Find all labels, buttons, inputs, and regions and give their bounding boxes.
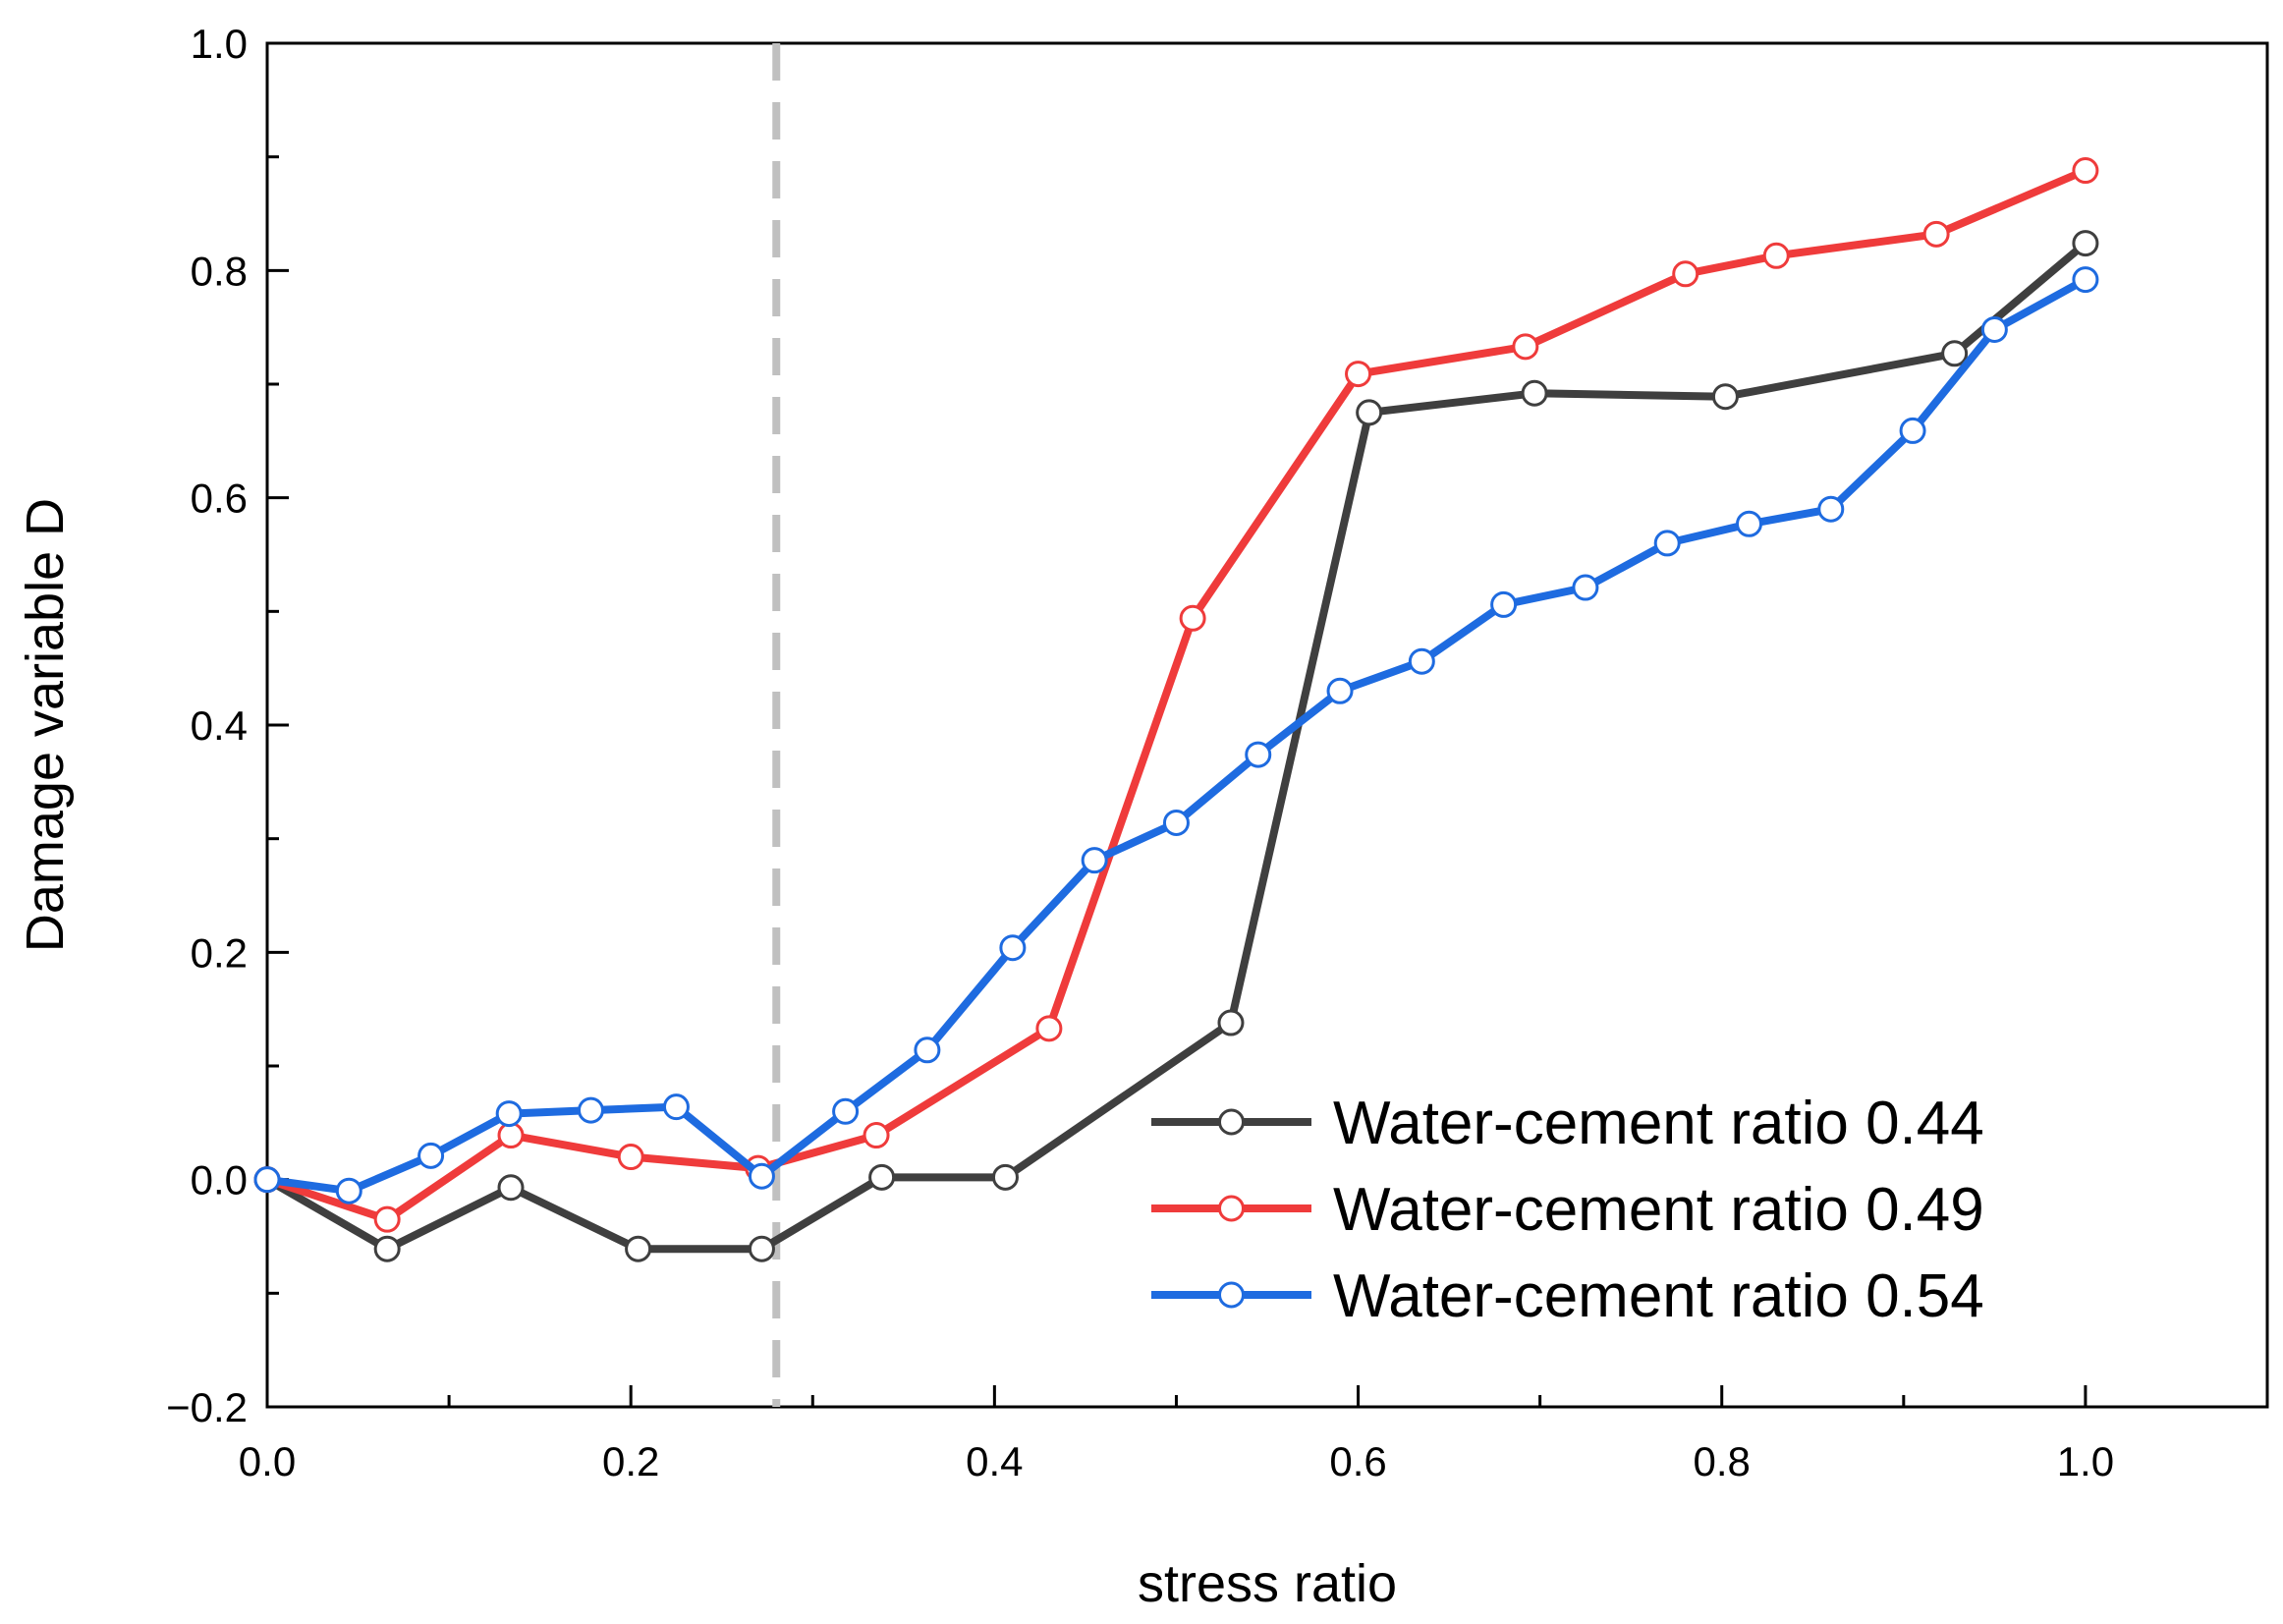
data-point — [1345, 361, 1372, 388]
data-point — [1941, 340, 1969, 367]
y-tick-label: 0.6 — [191, 476, 248, 522]
legend-item: Water-cement ratio 0.49 — [1151, 1176, 1984, 1244]
data-point — [1762, 242, 1790, 269]
data-point — [1572, 574, 1599, 601]
y-tick-label: 0.0 — [191, 1157, 248, 1204]
data-point — [662, 1093, 690, 1121]
legend-label: Water-cement ratio 0.54 — [1333, 1262, 1984, 1330]
data-point — [1735, 510, 1762, 537]
x-tick-label: 0.8 — [1694, 1438, 1751, 1484]
x-tick-label: 1.0 — [2057, 1438, 2114, 1484]
data-point — [991, 1163, 1019, 1191]
data-point — [1408, 647, 1435, 675]
data-point — [914, 1036, 941, 1064]
data-point — [2072, 230, 2099, 257]
data-point — [373, 1235, 401, 1262]
series-3 — [253, 266, 2099, 1204]
data-point — [1521, 379, 1548, 407]
data-point — [418, 1142, 445, 1169]
legend-marker — [1218, 1281, 1245, 1309]
data-point — [1672, 260, 1699, 288]
data-point — [1326, 677, 1354, 704]
y-tick-label: 1.0 — [191, 21, 248, 67]
data-point — [1922, 220, 1950, 248]
data-point — [1179, 604, 1206, 632]
data-point — [999, 934, 1027, 962]
y-tick-label: 0.8 — [191, 248, 248, 294]
y-tick-label: −0.2 — [166, 1384, 248, 1430]
x-tick-label: 0.6 — [1329, 1438, 1386, 1484]
y-axis-label: Damage variable D — [16, 498, 75, 952]
legend: Water-cement ratio 0.44 Water-cement rati… — [1151, 1090, 1984, 1330]
data-point — [748, 1235, 775, 1262]
series-2 — [253, 157, 2099, 1233]
legend-item: Water-cement ratio 0.54 — [1151, 1262, 1984, 1330]
data-point — [497, 1174, 525, 1202]
data-point — [1162, 809, 1190, 836]
data-point — [1899, 417, 1926, 444]
data-point — [1711, 383, 1739, 411]
legend-marker — [1218, 1108, 1245, 1136]
data-point — [253, 1166, 281, 1194]
y-tick-label: 0.2 — [191, 929, 248, 976]
y-tick-label: 0.4 — [191, 702, 248, 749]
data-point — [625, 1235, 652, 1262]
x-tick-label: 0.4 — [966, 1438, 1023, 1484]
data-point — [1653, 530, 1681, 557]
y-axis: −0.2 0.0 0.2 0.4 0.6 0.8 1.0 — [166, 21, 289, 1430]
data-point — [748, 1162, 775, 1190]
legend-item: Water-cement ratio 0.44 — [1151, 1090, 1984, 1157]
data-point — [2072, 157, 2099, 185]
data-point — [863, 1122, 890, 1149]
x-axis: 0.0 0.2 0.4 0.6 0.8 1.0 — [239, 1385, 2269, 1484]
data-point — [1245, 741, 1272, 768]
series-layer — [253, 157, 2099, 1262]
data-point — [373, 1205, 401, 1233]
data-point — [1512, 333, 1539, 361]
legend-marker — [1218, 1195, 1245, 1222]
data-point — [868, 1163, 896, 1191]
data-point — [577, 1096, 604, 1124]
data-point — [335, 1177, 362, 1204]
data-point — [2072, 266, 2099, 294]
data-point — [1980, 315, 2008, 343]
x-axis-label: stress ratio — [1138, 1554, 1397, 1613]
legend-label: Water-cement ratio 0.49 — [1333, 1176, 1984, 1244]
data-point — [495, 1100, 523, 1128]
legend-label: Water-cement ratio 0.44 — [1333, 1090, 1984, 1157]
data-point — [1035, 1015, 1063, 1042]
data-point — [1817, 495, 1845, 523]
data-point — [1356, 399, 1383, 426]
data-point — [1081, 847, 1108, 874]
data-point — [617, 1144, 644, 1171]
data-point — [1490, 590, 1518, 618]
data-point — [1217, 1009, 1245, 1036]
data-point — [497, 1122, 525, 1149]
x-tick-label: 0.2 — [602, 1438, 659, 1484]
data-point — [832, 1097, 860, 1125]
series-line — [263, 275, 2089, 1196]
series-line — [263, 166, 2089, 1224]
x-tick-label: 0.0 — [239, 1438, 296, 1484]
